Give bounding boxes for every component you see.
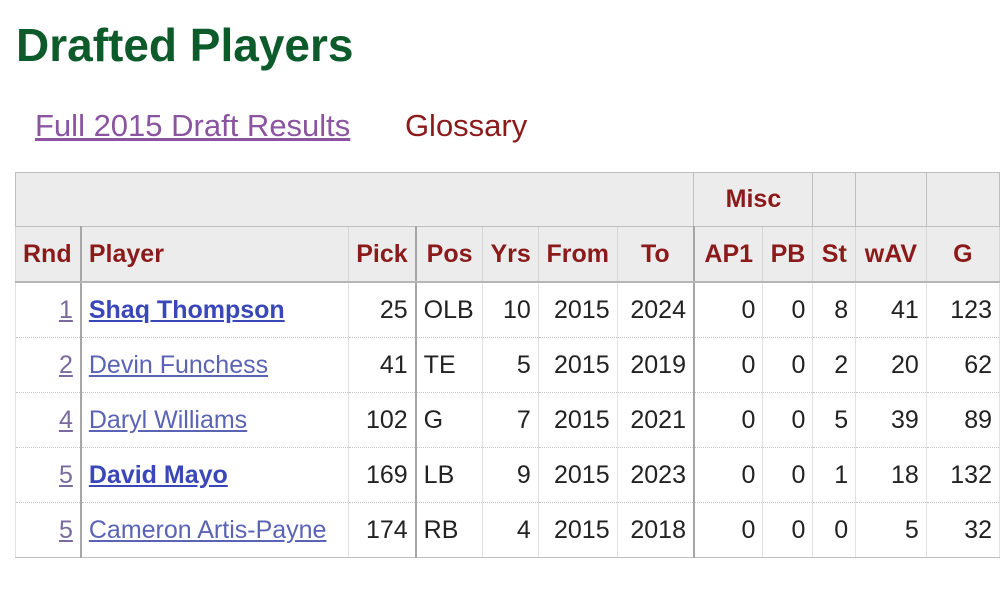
games-cell: 123 <box>925 282 1000 338</box>
column-header-to[interactable]: To <box>616 226 695 283</box>
wav-cell: 5 <box>855 502 927 558</box>
player-link[interactable]: Shaq Thompson <box>88 295 285 324</box>
over-header-blank-g <box>925 172 1000 227</box>
ap1-cell: 0 <box>693 392 764 448</box>
wav-cell: 41 <box>855 282 927 338</box>
round-link[interactable]: 5 <box>58 460 73 489</box>
column-header-pick[interactable]: Pick <box>348 226 417 283</box>
over-header-blank-st <box>812 172 857 227</box>
yrs-cell: 7 <box>482 392 539 448</box>
player-link[interactable]: Cameron Artis-Payne <box>88 515 327 544</box>
ap1-cell: 0 <box>693 502 764 558</box>
pos-cell: LB <box>415 447 484 503</box>
player-link[interactable]: Daryl Williams <box>88 405 248 434</box>
pick-cell: 169 <box>348 447 417 503</box>
ap1-cell: 0 <box>693 282 764 338</box>
column-header-yrs[interactable]: Yrs <box>482 226 539 283</box>
st-cell: 0 <box>812 502 857 558</box>
yrs-cell: 5 <box>482 337 539 393</box>
round-link[interactable]: 5 <box>58 515 73 544</box>
games-cell: 32 <box>925 502 1000 558</box>
yrs-cell: 4 <box>482 502 539 558</box>
from-cell: 2015 <box>537 282 618 338</box>
round-link[interactable]: 2 <box>58 350 73 379</box>
pb-cell: 0 <box>762 392 814 448</box>
from-cell: 2015 <box>537 502 618 558</box>
over-header-row: Misc <box>15 172 1000 227</box>
pb-cell: 0 <box>762 447 814 503</box>
games-cell: 89 <box>925 392 1000 448</box>
player-link[interactable]: Devin Funchess <box>88 350 269 379</box>
column-header-player[interactable]: Player <box>80 226 350 283</box>
column-header-row: Rnd Player Pick Pos Yrs From To AP1 PB S… <box>15 226 1000 283</box>
table-row: 1 Shaq Thompson 25 OLB 10 2015 2024 0 0 … <box>15 282 1000 338</box>
from-cell: 2015 <box>537 447 618 503</box>
to-cell: 2021 <box>616 392 695 448</box>
column-header-rnd[interactable]: Rnd <box>15 226 82 283</box>
yrs-cell: 10 <box>482 282 539 338</box>
from-cell: 2015 <box>537 337 618 393</box>
table-row: 5 Cameron Artis-Payne 174 RB 4 2015 2018… <box>15 502 1000 558</box>
to-cell: 2018 <box>616 502 695 558</box>
pos-cell: TE <box>415 337 484 393</box>
table-row: 4 Daryl Williams 102 G 7 2015 2021 0 0 5… <box>15 392 1000 448</box>
pb-cell: 0 <box>762 337 814 393</box>
round-link[interactable]: 1 <box>58 295 73 324</box>
ap1-cell: 0 <box>693 447 764 503</box>
column-header-wav[interactable]: wAV <box>855 226 927 283</box>
column-header-st[interactable]: St <box>812 226 857 283</box>
yrs-cell: 9 <box>482 447 539 503</box>
pos-cell: RB <box>415 502 484 558</box>
wav-cell: 20 <box>855 337 927 393</box>
pick-cell: 102 <box>348 392 417 448</box>
from-cell: 2015 <box>537 392 618 448</box>
section-links: Full 2015 Draft Results Glossary <box>35 106 573 146</box>
column-header-from[interactable]: From <box>537 226 618 283</box>
column-header-g[interactable]: G <box>925 226 1000 283</box>
over-header-blank-wav <box>855 172 927 227</box>
over-header-blank <box>15 172 695 227</box>
to-cell: 2024 <box>616 282 695 338</box>
games-cell: 132 <box>925 447 1000 503</box>
page-title: Drafted Players <box>16 19 354 71</box>
pos-cell: OLB <box>415 282 484 338</box>
to-cell: 2019 <box>616 337 695 393</box>
glossary-link[interactable]: Glossary <box>404 108 528 143</box>
wav-cell: 39 <box>855 392 927 448</box>
st-cell: 1 <box>812 447 857 503</box>
player-link[interactable]: David Mayo <box>88 460 228 489</box>
drafted-players-table-wrapper[interactable]: Misc Rnd Player Pick Pos Yrs From To AP1… <box>15 172 1000 558</box>
table-row: 2 Devin Funchess 41 TE 5 2015 2019 0 0 2… <box>15 337 1000 393</box>
drafted-players-table: Misc Rnd Player Pick Pos Yrs From To AP1… <box>15 172 1000 558</box>
column-header-pb[interactable]: PB <box>762 226 814 283</box>
ap1-cell: 0 <box>693 337 764 393</box>
st-cell: 2 <box>812 337 857 393</box>
column-header-ap1[interactable]: AP1 <box>693 226 764 283</box>
pick-cell: 41 <box>348 337 417 393</box>
pb-cell: 0 <box>762 502 814 558</box>
wav-cell: 18 <box>855 447 927 503</box>
st-cell: 5 <box>812 392 857 448</box>
round-link[interactable]: 4 <box>58 405 73 434</box>
to-cell: 2023 <box>616 447 695 503</box>
pos-cell: G <box>415 392 484 448</box>
full-draft-results-link[interactable]: Full 2015 Draft Results <box>35 108 351 143</box>
pb-cell: 0 <box>762 282 814 338</box>
pick-cell: 174 <box>348 502 417 558</box>
over-header-misc: Misc <box>693 172 814 227</box>
table-row: 5 David Mayo 169 LB 9 2015 2023 0 0 1 18… <box>15 447 1000 503</box>
games-cell: 62 <box>925 337 1000 393</box>
pick-cell: 25 <box>348 282 417 338</box>
column-header-pos[interactable]: Pos <box>415 226 484 283</box>
st-cell: 8 <box>812 282 857 338</box>
